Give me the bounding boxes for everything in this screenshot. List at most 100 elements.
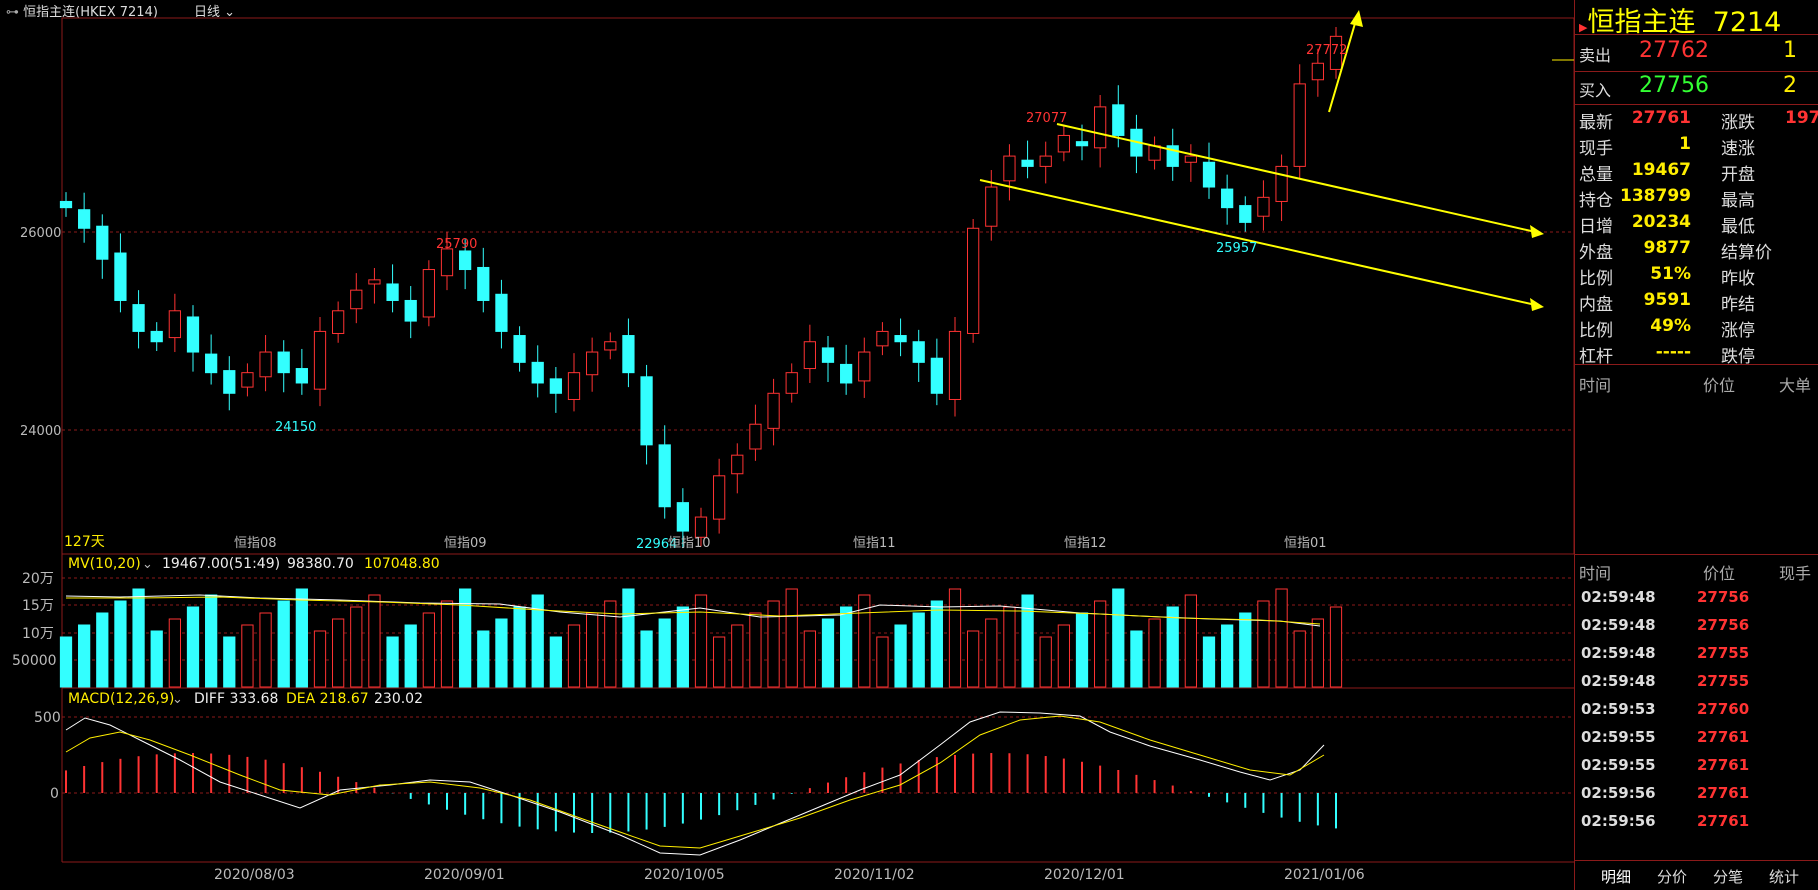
volume-bar (1057, 624, 1070, 688)
candle-body (1311, 62, 1324, 81)
volume-bar (586, 612, 599, 688)
trend-upper-line (1056, 123, 1541, 234)
buy-price: 27756 (1639, 73, 1709, 98)
quote-row: 外盘 9877 结算价 (1579, 238, 1772, 263)
volume-bar (1329, 606, 1343, 688)
candle-body (132, 304, 145, 332)
period-selector[interactable]: 日线 ⌄ (194, 5, 236, 20)
volume-ma10-line (65, 594, 1321, 627)
divider (1575, 860, 1818, 861)
candle-body (78, 209, 91, 229)
candle-body (332, 310, 345, 334)
date-label-0106: 2021/01/06 (1284, 867, 1365, 883)
divider (1575, 364, 1818, 365)
tab-price-dist[interactable]: 分价 (1657, 868, 1688, 886)
quote-row: 持仓 138799 最高 (1579, 186, 1755, 211)
volume-bar (404, 624, 417, 688)
vol-axis-15w: 15万 (22, 598, 54, 614)
kline-chart[interactable]: 26000 24000 27772 27077 25957 25790 2415… (0, 0, 1574, 890)
candle-body (295, 368, 308, 384)
volume-bar (1221, 624, 1234, 688)
chevron-down-icon[interactable]: ⌄ (142, 557, 153, 572)
candle-body (404, 299, 417, 322)
volume-bar (531, 594, 544, 688)
volume-bar (858, 594, 871, 688)
buy-row[interactable]: 买入 27756 2 (1579, 73, 1797, 100)
volume-bar (1275, 588, 1288, 688)
tick-row: 02:59:53 27760 (1581, 700, 1750, 718)
candle-body (930, 357, 943, 394)
label-27077: 27077 (1026, 111, 1067, 126)
label-25957: 25957 (1216, 241, 1257, 256)
macd-indicator-name[interactable]: MACD(12,26,9) (68, 691, 174, 707)
tab-trades[interactable]: 分笔 (1713, 868, 1744, 886)
volume-bar (749, 612, 762, 688)
trend-upper-arrow-icon (1530, 225, 1544, 238)
volume-bar (477, 630, 490, 688)
candle-body (567, 372, 581, 400)
volume-bar (223, 636, 236, 688)
volume-bar (567, 624, 581, 688)
candle-body (1003, 155, 1016, 182)
volume-bar (549, 636, 562, 688)
sell-row[interactable]: 卖出 27762 1 (1579, 38, 1797, 65)
month-marker-11: 恒指11 (853, 536, 896, 551)
volume-bar (640, 630, 653, 688)
tab-stats[interactable]: 统计 (1769, 868, 1800, 886)
volume-bar (168, 618, 181, 688)
candle-body (1329, 35, 1343, 70)
volume-bar (930, 600, 943, 688)
volume-bar (985, 618, 998, 688)
volume-bar (876, 636, 889, 688)
candle-body (1221, 188, 1234, 209)
quote-row: 杠杆 ----- 跌停 (1579, 342, 1755, 367)
breakout-line (1328, 19, 1357, 113)
macd-dea-value: DEA 218.67 (286, 691, 369, 707)
label-24150: 24150 (275, 420, 316, 435)
quote-row: 最新 27761 涨跌 197 (1579, 108, 1818, 133)
candle-body (803, 341, 816, 370)
volume-ma10-value: 98380.70 (287, 556, 354, 572)
label-25790: 25790 (436, 237, 477, 252)
candle-body (1094, 106, 1107, 149)
quote-row: 比例 49% 涨停 (1579, 316, 1755, 341)
candle-body (186, 316, 200, 353)
volume-bar (368, 594, 381, 688)
tick-row: 02:59:48 27755 (1581, 672, 1750, 690)
volume-indicator-name[interactable]: MV(10,20) (68, 556, 141, 572)
volume-bar (912, 612, 925, 688)
date-label-0901: 2020/09/01 (424, 867, 505, 883)
macd-value: 230.02 (374, 691, 423, 707)
buy-qty: 2 (1783, 73, 1797, 98)
candle-body (368, 279, 381, 285)
volume-bar (1112, 588, 1125, 688)
candle-body (114, 252, 127, 301)
month-marker-08: 恒指08 (234, 536, 277, 551)
volume-bar (1202, 636, 1216, 688)
candle-body (495, 293, 508, 332)
tick-row: 02:59:55 27761 (1581, 728, 1750, 746)
window-title[interactable]: ⊶ 恒指主连(HKEX 7214) (6, 5, 158, 20)
volume-bar (731, 624, 744, 688)
bottom-tabs: 明细 分价 分笔 统计 (1575, 862, 1818, 890)
volume-bar (1094, 600, 1107, 688)
candle-body (422, 269, 435, 318)
tick-row: 02:59:56 27761 (1581, 812, 1750, 830)
tick-row: 02:59:48 27756 (1581, 616, 1750, 634)
tab-detail[interactable]: 明细 (1601, 868, 1632, 886)
trend-lower-arrow-icon (1530, 298, 1544, 311)
volume-bar (1003, 606, 1016, 688)
volume-bar (295, 588, 308, 688)
month-marker-12: 恒指12 (1064, 536, 1107, 551)
volume-bar (1257, 600, 1270, 688)
candle-body (1239, 205, 1252, 223)
candle-body (477, 266, 490, 301)
chevron-down-icon[interactable]: ⌄ (172, 692, 183, 707)
vol-axis-10w: 10万 (22, 626, 54, 642)
chevron-down-icon: ⌄ (220, 5, 236, 20)
candle-body (96, 225, 109, 260)
candle-body (694, 516, 708, 538)
macd-axis-0: 0 (50, 786, 59, 802)
volume-bar (604, 600, 617, 688)
candle-body (168, 310, 181, 339)
